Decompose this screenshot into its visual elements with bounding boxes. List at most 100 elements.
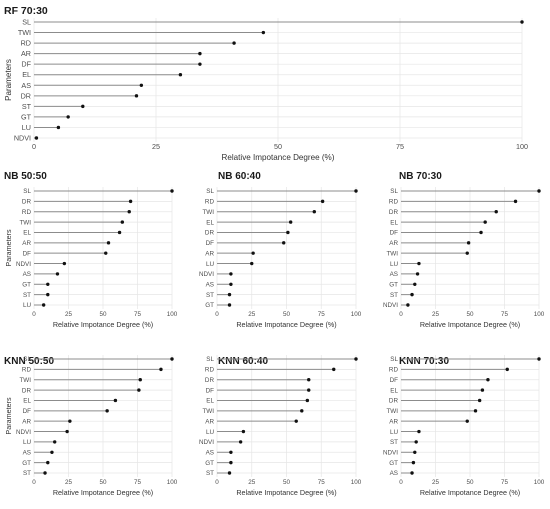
category-label: RD: [22, 209, 32, 216]
lollipop-point: [354, 357, 358, 361]
x-tick-label: 75: [134, 311, 142, 318]
chart-panel-6: KNN 60:40 SL RD DR DF EL TWI AR LU NDVI AS GT ST0 25 5…: [199, 355, 362, 497]
chart-panel-3: NB 60:40 SL RD TWI EL DR DF AR LU NDVI AS ST GT0 25 50…: [199, 171, 362, 329]
x-tick-label: 50: [99, 479, 107, 486]
category-label: GT: [389, 281, 398, 288]
lollipop-point: [229, 282, 233, 286]
lollipop-point: [46, 282, 50, 286]
lollipop-point: [117, 230, 122, 235]
x-tick-label: 75: [501, 479, 509, 486]
lollipop-point: [53, 440, 57, 444]
x-tick-label: 0: [399, 479, 403, 486]
lollipop-point: [65, 429, 69, 434]
lollipop-point: [261, 30, 266, 35]
lollipop-point: [479, 230, 483, 235]
lollipop-point: [505, 367, 509, 372]
y-axis-label: Parameters: [4, 229, 13, 267]
lollipop-point: [56, 125, 61, 130]
x-tick-label: 100: [534, 479, 545, 486]
category-label: NDVI: [199, 271, 214, 278]
x-tick-label: 100: [534, 311, 545, 318]
x-tick-label: 100: [167, 479, 178, 486]
y-axis-label: Parameters: [4, 59, 13, 101]
lollipop-point: [62, 261, 67, 266]
lollipop-point: [332, 367, 336, 372]
lollipop-point: [229, 450, 233, 454]
lollipop-point: [120, 220, 125, 224]
category-label: TWI: [19, 219, 31, 226]
category-label: LU: [390, 261, 399, 268]
lollipop-point: [46, 460, 50, 465]
category-label: AS: [206, 449, 214, 456]
lollipop-point: [320, 199, 325, 204]
lollipop-point: [227, 471, 232, 475]
lollipop-point: [113, 398, 118, 403]
category-label: TWI: [202, 408, 214, 415]
category-label: AR: [205, 250, 214, 257]
lollipop-point: [227, 292, 232, 297]
lollipop-point: [417, 261, 421, 266]
category-label: GT: [389, 460, 398, 467]
x-tick-label: 0: [32, 479, 36, 486]
x-tick-label: 50: [274, 142, 282, 151]
lollipop-point: [406, 303, 410, 307]
category-label: SL: [390, 356, 398, 363]
lollipop-point: [483, 220, 487, 224]
x-tick-label: 0: [399, 311, 403, 318]
category-label: AS: [21, 81, 31, 90]
category-label: EL: [23, 398, 31, 405]
x-tick-label: 100: [516, 142, 528, 151]
x-tick-label: 25: [432, 311, 440, 318]
category-label: ST: [23, 470, 31, 477]
category-label: DR: [22, 199, 32, 206]
category-label: GT: [205, 460, 214, 467]
category-label: AS: [23, 271, 31, 278]
x-tick-label: 50: [466, 311, 474, 318]
category-label: LU: [23, 439, 32, 446]
category-label: SL: [22, 18, 31, 27]
lollipop-point: [251, 251, 255, 255]
x-tick-label: 25: [65, 479, 73, 486]
x-axis-label: Relative Impotance Degree (%): [420, 320, 520, 329]
category-label: RD: [389, 367, 399, 374]
lollipop-point: [286, 230, 290, 235]
lollipop-point: [139, 83, 144, 87]
category-label: LU: [390, 429, 399, 436]
category-label: AR: [21, 49, 31, 58]
category-label: DF: [21, 60, 31, 69]
category-label: TWI: [386, 250, 398, 257]
lollipop-point: [138, 378, 142, 382]
category-label: GT: [22, 281, 31, 288]
lollipop-point: [415, 272, 420, 276]
lollipop-point: [494, 210, 498, 214]
category-label: EL: [390, 219, 398, 226]
x-tick-label: 50: [283, 311, 291, 318]
category-label: DF: [206, 387, 215, 394]
category-label: RD: [389, 199, 399, 206]
x-tick-label: 75: [318, 311, 326, 318]
x-axis-label: Relative Impotance Degree (%): [236, 320, 336, 329]
x-tick-label: 50: [283, 479, 291, 486]
category-label: RD: [205, 367, 215, 374]
lollipop-point: [413, 282, 417, 286]
category-label: SL: [23, 356, 31, 363]
lollipop-point: [41, 303, 46, 307]
lollipop-point: [50, 450, 54, 454]
category-label: ST: [23, 292, 31, 299]
category-label: DR: [205, 377, 215, 384]
lollipop-point: [294, 419, 298, 423]
lollipop-point: [417, 429, 421, 434]
category-label: SL: [390, 188, 398, 195]
lollipop-point: [411, 460, 416, 465]
chart-panel-2: NB 50:50 SL DR RD TWI EL AR DF NDVI AS GT ST LU0 25 50…: [4, 171, 178, 329]
category-label: AR: [205, 418, 214, 425]
lollipop-point: [170, 189, 174, 193]
category-label: EL: [206, 219, 214, 226]
category-label: AR: [22, 240, 31, 247]
category-label: ST: [22, 102, 32, 111]
lollipop-point: [43, 471, 47, 475]
